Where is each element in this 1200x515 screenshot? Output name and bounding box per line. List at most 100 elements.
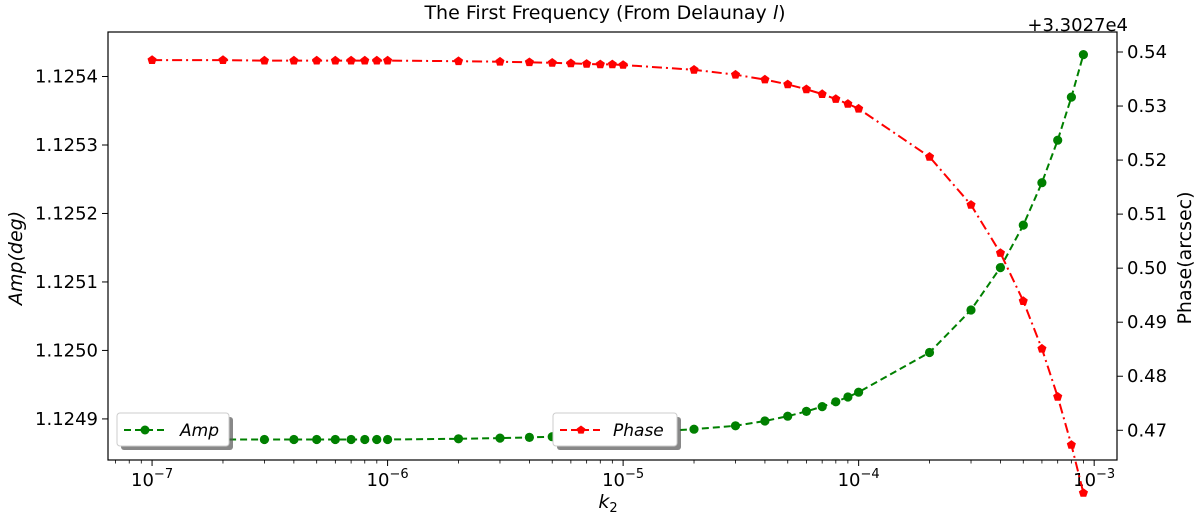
legend-phase-box xyxy=(552,412,678,447)
phase-point xyxy=(1066,440,1076,449)
phase-point xyxy=(346,55,356,65)
phase-point xyxy=(966,200,976,209)
amp-point xyxy=(995,263,1006,273)
x-tick-label: 10−4 xyxy=(838,467,880,491)
amp-point xyxy=(730,421,741,431)
amp-point xyxy=(383,434,393,445)
phase-point xyxy=(843,99,853,108)
tick-layer: 10−7 10−6 10−5 10−4 10−3 1.1249 1.1250 1.1251 1.… xyxy=(35,42,1167,491)
amp-point xyxy=(1018,220,1028,230)
amp-point xyxy=(259,434,269,445)
amp-point xyxy=(783,411,793,421)
phase-point xyxy=(925,152,935,161)
y-left-tick-label: 1.1254 xyxy=(35,67,98,88)
chart-title: The First Frequency (From Delaunay l) xyxy=(423,2,785,24)
x-tick-label: 10−6 xyxy=(367,467,409,491)
legend-amp-box xyxy=(116,412,230,447)
amp-point xyxy=(801,406,812,416)
phase-point xyxy=(582,59,592,68)
amp-point xyxy=(689,424,699,434)
phase-point xyxy=(495,56,505,66)
amp-point xyxy=(1053,135,1063,145)
legend-phase-label: Phase xyxy=(613,421,664,441)
legend-phase-marker xyxy=(576,425,586,434)
amp-point xyxy=(843,392,853,402)
phase-point xyxy=(259,55,269,65)
y-right-tick-label: 0.48 xyxy=(1127,366,1167,387)
phase-point xyxy=(566,58,576,68)
amp-point xyxy=(524,432,535,442)
phase-point xyxy=(1018,296,1028,305)
amp-point xyxy=(1078,50,1088,60)
y-right-tick-label: 0.50 xyxy=(1127,258,1167,279)
plot-frame xyxy=(107,31,1118,461)
y-right-tick-label: 0.49 xyxy=(1127,312,1167,333)
phase-point xyxy=(330,55,340,65)
y-left-tick-label: 1.1252 xyxy=(35,203,98,224)
phase-point xyxy=(372,55,382,65)
amp-point xyxy=(760,416,770,426)
phase-point xyxy=(289,55,299,65)
phase-point xyxy=(1053,392,1063,401)
amp-point xyxy=(924,347,935,358)
phase-point xyxy=(730,69,741,79)
amp-point xyxy=(854,387,864,397)
phase-point xyxy=(1037,343,1047,353)
legend-amp-label: Amp xyxy=(179,421,219,441)
phase-point xyxy=(689,65,699,74)
phase-point xyxy=(524,57,534,67)
amp-point xyxy=(289,434,299,445)
x-tick-label: 10−7 xyxy=(131,467,173,491)
y-right-tick-label: 0.53 xyxy=(1127,96,1167,117)
amp-point xyxy=(817,402,827,412)
x-axis-label: k2 xyxy=(598,491,617,515)
phase-point xyxy=(995,248,1005,257)
amp-point xyxy=(312,434,322,445)
amp-point xyxy=(831,397,841,407)
phase-point xyxy=(618,60,628,69)
phase-point xyxy=(760,74,770,84)
phase-point xyxy=(831,94,841,103)
amp-point xyxy=(495,433,505,443)
amp-point xyxy=(1066,92,1076,102)
phase-point xyxy=(854,103,864,113)
phase-point xyxy=(783,79,793,89)
y-left-tick-label: 1.1253 xyxy=(35,135,98,156)
phase-point xyxy=(147,55,157,64)
phase-point xyxy=(801,84,811,94)
phase-point xyxy=(312,55,322,65)
amp-point xyxy=(966,305,976,315)
phase-point xyxy=(218,55,228,64)
phase-point xyxy=(383,55,393,65)
amp-point xyxy=(330,434,340,445)
legend-amp[interactable]: Amp xyxy=(116,412,233,450)
y-axis-right-label: Phase(arcsec) xyxy=(1174,191,1196,324)
amp-point xyxy=(346,434,356,445)
phase-point xyxy=(607,59,617,69)
phase-point xyxy=(595,59,605,69)
y-left-tick-label: 1.1251 xyxy=(35,272,98,293)
y-right-tick-label: 0.54 xyxy=(1127,42,1167,63)
phase-point xyxy=(1078,488,1088,497)
phase-point xyxy=(453,56,464,66)
y-right-tick-label: 0.52 xyxy=(1127,150,1167,171)
y-left-tick-label: 1.1249 xyxy=(35,409,98,430)
x-tick-label: 10−5 xyxy=(602,467,644,491)
phase-point xyxy=(547,58,557,67)
phase-line xyxy=(152,59,1085,494)
legend-amp-marker xyxy=(140,425,150,435)
phase-point xyxy=(817,89,827,98)
amp-point xyxy=(1037,178,1047,188)
legend-phase[interactable]: Phase xyxy=(552,412,681,450)
amp-point xyxy=(360,434,370,445)
right-axis-offset-text: +3.3027e4 xyxy=(1027,15,1128,36)
y-right-tick-label: 0.51 xyxy=(1127,204,1167,225)
y-axis-left-label: Amp(deg) xyxy=(5,211,27,307)
amp-point xyxy=(453,434,464,444)
y-left-tick-label: 1.1250 xyxy=(35,340,98,361)
y-right-tick-label: 0.47 xyxy=(1127,420,1167,441)
phase-point xyxy=(360,55,370,65)
x-tick-label: 10−3 xyxy=(1073,467,1115,491)
amp-point xyxy=(372,434,382,445)
